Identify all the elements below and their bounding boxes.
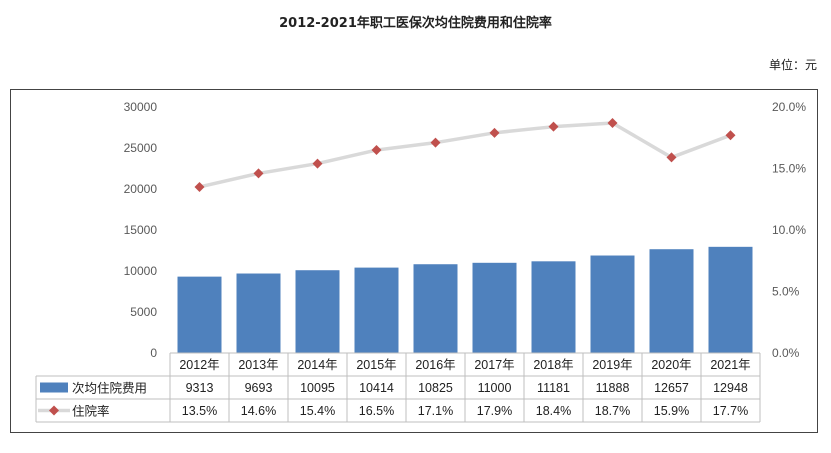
bar <box>354 267 399 353</box>
line-marker <box>548 121 559 132</box>
x-tick-label: 2012年 <box>179 358 219 372</box>
line-value-label: 16.5% <box>359 404 394 418</box>
chart-title: 2012-2021年职工医保次均住院费用和住院率 <box>279 16 552 31</box>
line-marker <box>430 137 441 148</box>
line-value-label: 15.4% <box>300 404 335 418</box>
line-marker <box>371 145 382 156</box>
x-tick-label: 2016年 <box>415 358 455 372</box>
line-value-label: 18.4% <box>536 404 571 418</box>
x-tick-label: 2014年 <box>297 358 337 372</box>
y-right-tick-label: 0.0% <box>772 346 800 360</box>
x-tick-label: 2020年 <box>651 358 691 372</box>
bar <box>531 261 576 353</box>
unit-label: 单位：元 <box>768 58 817 72</box>
y-right-tick-label: 10.0% <box>772 223 806 237</box>
bar-value-label: 11181 <box>537 381 570 395</box>
y-left-tick-label: 15000 <box>124 223 158 237</box>
bar <box>649 249 694 353</box>
line-marker <box>253 168 264 179</box>
line-value-label: 14.6% <box>241 404 276 418</box>
bar <box>708 246 753 353</box>
legend-key-bar <box>40 382 68 393</box>
x-tick-label: 2013年 <box>238 358 278 372</box>
x-tick-label: 2015年 <box>356 358 396 372</box>
line-value-label: 15.9% <box>654 404 689 418</box>
bar <box>590 255 635 353</box>
legend-key-marker <box>49 405 59 416</box>
y-right-tick-label: 15.0% <box>772 162 806 176</box>
bar-value-label: 11000 <box>478 381 512 395</box>
x-tick-label: 2021年 <box>710 358 750 372</box>
bar <box>295 270 340 353</box>
line-value-label: 17.7% <box>713 404 748 418</box>
y-right-tick-label: 5.0% <box>772 285 800 299</box>
bar <box>177 276 222 353</box>
line-value-label: 17.1% <box>418 404 453 418</box>
bar-value-label: 12948 <box>713 381 748 395</box>
chart-frame <box>10 89 818 433</box>
bar <box>236 273 281 353</box>
bar-value-label: 12657 <box>654 381 689 395</box>
bar-value-label: 9693 <box>245 381 273 395</box>
line-marker <box>607 117 618 128</box>
line-marker <box>194 181 205 192</box>
bar-value-label: 10414 <box>359 381 394 395</box>
x-tick-label: 2019年 <box>592 358 632 372</box>
x-tick-label: 2018年 <box>533 358 573 372</box>
bar <box>472 262 517 353</box>
legend-label-line: 住院率 <box>72 404 110 419</box>
y-left-tick-label: 10000 <box>124 264 158 278</box>
line-value-label: 13.5% <box>182 404 217 418</box>
y-left-tick-label: 0 <box>150 346 157 360</box>
line-marker <box>666 152 677 163</box>
y-right-tick-label: 20.0% <box>772 100 806 114</box>
y-left-tick-label: 30000 <box>124 100 158 114</box>
line-marker <box>489 127 500 138</box>
bar <box>413 264 458 353</box>
line-series <box>199 121 732 189</box>
bar-value-label: 11888 <box>596 381 630 395</box>
line-marker <box>312 158 323 169</box>
line-value-label: 17.9% <box>477 404 512 418</box>
bar-value-label: 10825 <box>418 381 453 395</box>
x-tick-label: 2017年 <box>474 358 514 372</box>
bar-value-label: 9313 <box>186 381 214 395</box>
y-left-tick-label: 20000 <box>124 182 158 196</box>
legend-label-bar: 次均住院费用 <box>72 382 147 396</box>
line-value-label: 18.7% <box>595 404 630 418</box>
line-marker <box>725 130 736 141</box>
bar-value-label: 10095 <box>300 381 335 395</box>
y-left-tick-label: 5000 <box>130 305 157 319</box>
y-left-tick-label: 25000 <box>124 141 158 155</box>
